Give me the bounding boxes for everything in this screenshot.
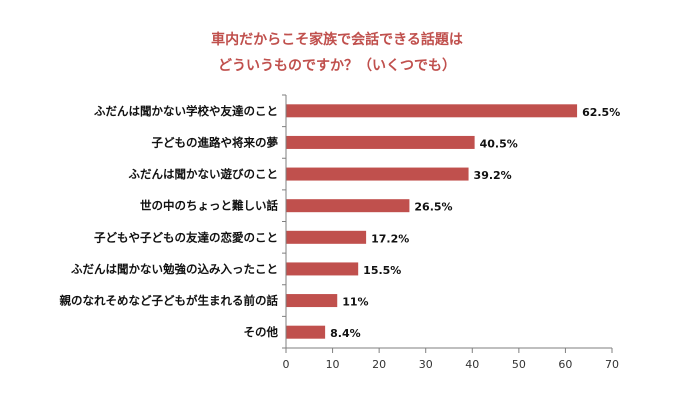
x-tick-label: 70 [605, 358, 619, 371]
category-label: ふだんは聞かない勉強の込み入ったこと [71, 262, 278, 276]
chart-title-line-1: 車内だからこそ家族で会話できる話題は [211, 31, 463, 48]
x-tick-label: 30 [419, 358, 433, 371]
category-label: その他 [244, 325, 279, 339]
bar-value-label: 8.4% [330, 327, 361, 340]
category-label: 子どもの進路や将来の夢 [152, 135, 279, 149]
x-axis: 0 10 20 30 40 50 60 70 [282, 94, 619, 371]
bars-group: ふだんは聞かない学校や友達のこと 62.5% 子どもの進路や将来の夢 40.5% ふだん… [60, 104, 621, 340]
x-tick-label: 10 [326, 358, 340, 371]
bar [286, 262, 359, 276]
category-label: 子どもや子どもの友達の恋愛のこと [94, 230, 278, 244]
bar-value-label: 26.5% [414, 201, 452, 214]
x-tick-label: 0 [283, 358, 290, 371]
bar-value-label: 39.2% [474, 169, 512, 182]
category-label: 親のなれそめなど子どもが生まれる前の話 [60, 294, 279, 308]
x-tick-label: 40 [465, 358, 479, 371]
x-tick-label: 50 [512, 358, 526, 371]
bar-value-label: 40.5% [480, 137, 518, 150]
bar [286, 325, 326, 339]
x-tick-label: 20 [372, 358, 386, 371]
bar [286, 135, 475, 149]
bar-value-label: 17.2% [371, 232, 409, 245]
bar-value-label: 15.5% [363, 264, 401, 277]
bar [286, 167, 469, 181]
category-label: ふだんは聞かない学校や友達のこと [94, 104, 278, 118]
bar [286, 199, 410, 213]
bar-value-label: 62.5% [582, 106, 620, 119]
category-label: 世の中のちょっと難しい話 [140, 199, 278, 213]
category-label: ふだんは聞かない遊びのこと [129, 167, 279, 181]
chart-title-line-2: どういうものですか？（いくつでも） [218, 58, 456, 74]
x-tick-label: 60 [558, 358, 572, 371]
bar [286, 104, 578, 118]
bar [286, 230, 367, 244]
bar [286, 294, 338, 308]
bar-value-label: 11% [342, 296, 368, 309]
